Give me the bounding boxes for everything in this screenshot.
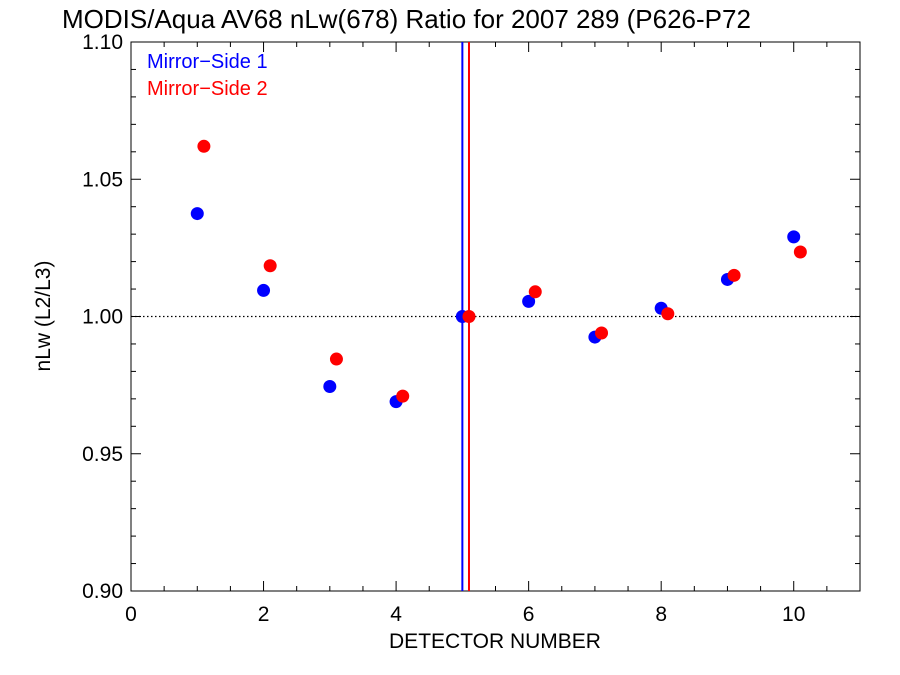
- data-point-series-1: [787, 230, 801, 244]
- data-point-series-2: [462, 310, 476, 323]
- x-tick-label: 6: [523, 603, 535, 626]
- y-tick-label: 0.90: [82, 580, 123, 603]
- data-point-series-2: [396, 389, 410, 403]
- data-point-series-2: [528, 285, 542, 299]
- x-tick-label: 2: [258, 603, 270, 626]
- data-point-series-1: [522, 294, 536, 308]
- legend-entry-mirror-side-2: Mirror−Side 2: [147, 78, 268, 100]
- data-point-series-2: [727, 268, 741, 282]
- data-point-series-1: [190, 207, 204, 221]
- y-tick-label: 0.95: [82, 443, 123, 466]
- axis-ticks: [130, 41, 861, 592]
- data-point-series-2: [263, 259, 277, 273]
- data-point-series-1: [323, 379, 337, 393]
- y-axis-label: nLw (L2/L3): [32, 261, 55, 372]
- x-axis-label: DETECTOR NUMBER: [389, 630, 601, 653]
- data-point-series-2: [595, 326, 609, 340]
- x-tick-label: 4: [390, 603, 402, 626]
- x-tick-label: 0: [125, 603, 137, 626]
- y-tick-label: 1.05: [82, 168, 123, 191]
- y-tick-label: 1.00: [82, 306, 123, 329]
- data-points: [190, 139, 807, 409]
- data-point-series-2: [793, 245, 807, 259]
- chart-title: MODIS/Aqua AV68 nLw(678) Ratio for 2007 …: [62, 4, 751, 34]
- data-point-series-1: [257, 283, 271, 297]
- y-tick-label: 1.10: [82, 31, 123, 54]
- x-tick-label: 8: [655, 603, 667, 626]
- data-point-series-2: [197, 139, 211, 153]
- legend-entry-mirror-side-1: Mirror−Side 1: [147, 51, 268, 73]
- data-point-series-2: [329, 352, 343, 366]
- axis-tick-labels: 0 2 4 6 8 10 0.90 0.95 1.00 1.05 1.10: [82, 31, 805, 626]
- data-point-series-2: [661, 307, 675, 321]
- x-tick-label: 10: [782, 603, 805, 626]
